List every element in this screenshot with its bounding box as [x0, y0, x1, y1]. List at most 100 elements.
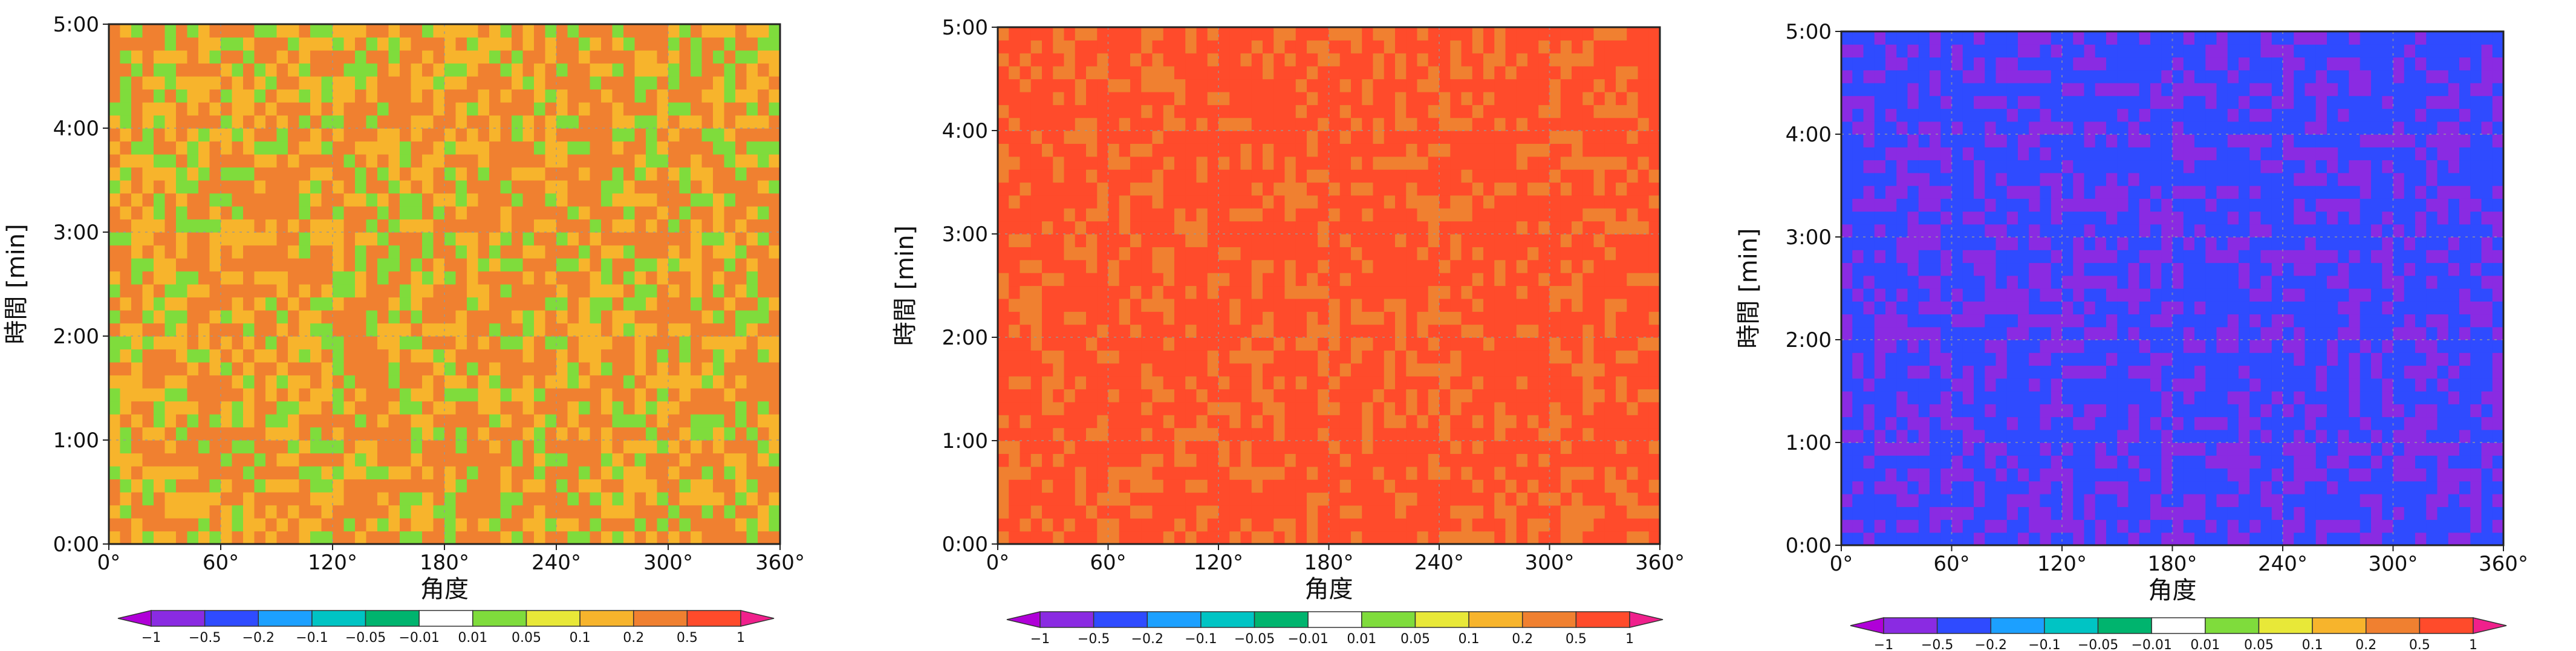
heatmap-cell [701, 141, 714, 155]
heatmap-cell [668, 102, 680, 116]
heatmap-cell [288, 375, 300, 389]
heatmap-cell [1030, 441, 1042, 454]
heatmap-cell [433, 453, 445, 467]
heatmap-cell [154, 219, 166, 233]
heatmap-cell [1582, 376, 1595, 390]
heatmap-cell [422, 154, 434, 168]
heatmap-cell [489, 284, 501, 298]
heatmap-cell [746, 219, 758, 233]
heatmap-cell [1616, 195, 1627, 209]
heatmap-cell [1472, 453, 1484, 467]
heatmap-cell [198, 24, 210, 38]
colorbar-box [365, 610, 420, 627]
heatmap-cell [411, 63, 423, 77]
heatmap-cell [455, 323, 467, 337]
heatmap-cell [1030, 40, 1042, 54]
heatmap-cell [333, 375, 345, 389]
heatmap-cell [1152, 298, 1164, 312]
heatmap-cell [209, 375, 221, 389]
heatmap-cell [2073, 532, 2085, 546]
heatmap-cell [164, 414, 177, 428]
heatmap-cell [1472, 259, 1484, 273]
heatmap-cell [601, 453, 613, 467]
heatmap-cell [1141, 247, 1153, 261]
heatmap-cell [1417, 221, 1429, 235]
heatmap-cell [176, 440, 188, 454]
heatmap-cell [1240, 389, 1252, 403]
heatmap-cell [1483, 234, 1495, 247]
colorbar-tick-label: 0.2 [1512, 632, 1533, 647]
heatmap-cell [1339, 143, 1351, 157]
heatmap-cell [444, 115, 457, 129]
heatmap-cell [601, 492, 613, 506]
heatmap-cell [2294, 532, 2306, 546]
heatmap-cell [1516, 401, 1528, 415]
heatmap-cell [176, 427, 188, 441]
colorbar-max-arrow [740, 610, 775, 627]
heatmap-cell [444, 141, 457, 155]
heatmap-cell [1483, 401, 1495, 415]
heatmap-cell [142, 128, 154, 142]
heatmap-cell [198, 180, 210, 194]
heatmap-cell [1560, 169, 1572, 183]
heatmap-cell [1395, 143, 1407, 157]
heatmap-cell [1538, 66, 1550, 80]
heatmap-cell [276, 323, 288, 337]
heatmap-cell [567, 466, 579, 480]
heatmap-cell [1075, 182, 1087, 196]
colorbar-tick-label: 0.01 [458, 630, 487, 646]
heatmap-cell [500, 115, 512, 129]
heatmap-cell [701, 414, 714, 428]
heatmap-cell [1284, 143, 1296, 157]
heatmap-cell [478, 245, 490, 259]
heatmap-cell [746, 492, 758, 506]
heatmap-cell [769, 115, 781, 129]
heatmap-cell [1638, 337, 1650, 351]
heatmap-cell [411, 440, 423, 454]
heatmap-cell [1295, 156, 1307, 170]
heatmap-cell [522, 89, 535, 103]
heatmap-cell [1307, 350, 1318, 364]
colorbar-tick-label: −0.01 [1287, 632, 1328, 647]
heatmap-cell [1218, 324, 1230, 338]
colorbar-tick-label: 0.05 [1400, 632, 1430, 647]
heatmap-cell [735, 50, 747, 64]
heatmap-cell [769, 232, 781, 246]
heatmap-cell [724, 375, 736, 389]
heatmap-cell [411, 531, 423, 545]
heatmap-cell [1373, 234, 1385, 247]
heatmap-cell [1329, 389, 1341, 403]
heatmap-cell [634, 518, 646, 532]
heatmap-cell [601, 479, 613, 493]
heatmap-cell [1560, 298, 1572, 312]
heatmap-cell [164, 310, 177, 324]
heatmap-cell [265, 89, 278, 103]
heatmap-cell [411, 115, 423, 129]
heatmap-cell [500, 336, 512, 350]
heatmap-cell [377, 323, 389, 337]
heatmap-cell [433, 401, 445, 415]
heatmap-cell [1362, 427, 1374, 441]
heatmap-cell [668, 219, 680, 233]
heatmap-cell [1329, 531, 1341, 545]
heatmap-cell [198, 297, 210, 311]
heatmap-cell [646, 115, 658, 129]
heatmap-cell [769, 206, 781, 220]
heatmap-cell [243, 427, 255, 441]
heatmap-cell [500, 323, 512, 337]
heatmap-cell [154, 206, 166, 220]
heatmap-cell [232, 453, 244, 467]
heatmap-cell [1108, 53, 1120, 66]
heatmap-cell [1097, 66, 1109, 80]
heatmap-cell [187, 349, 199, 363]
heatmap-cell [623, 388, 636, 402]
heatmap-cell [444, 297, 457, 311]
heatmap-cell [1384, 91, 1396, 105]
heatmap-cell [1648, 182, 1660, 196]
heatmap-cell [366, 232, 378, 246]
heatmap-cell [1339, 208, 1351, 222]
heatmap-cell [1053, 221, 1065, 235]
heatmap-cell [1593, 337, 1605, 351]
heatmap-cell [1097, 285, 1109, 299]
heatmap-cell [567, 401, 579, 415]
